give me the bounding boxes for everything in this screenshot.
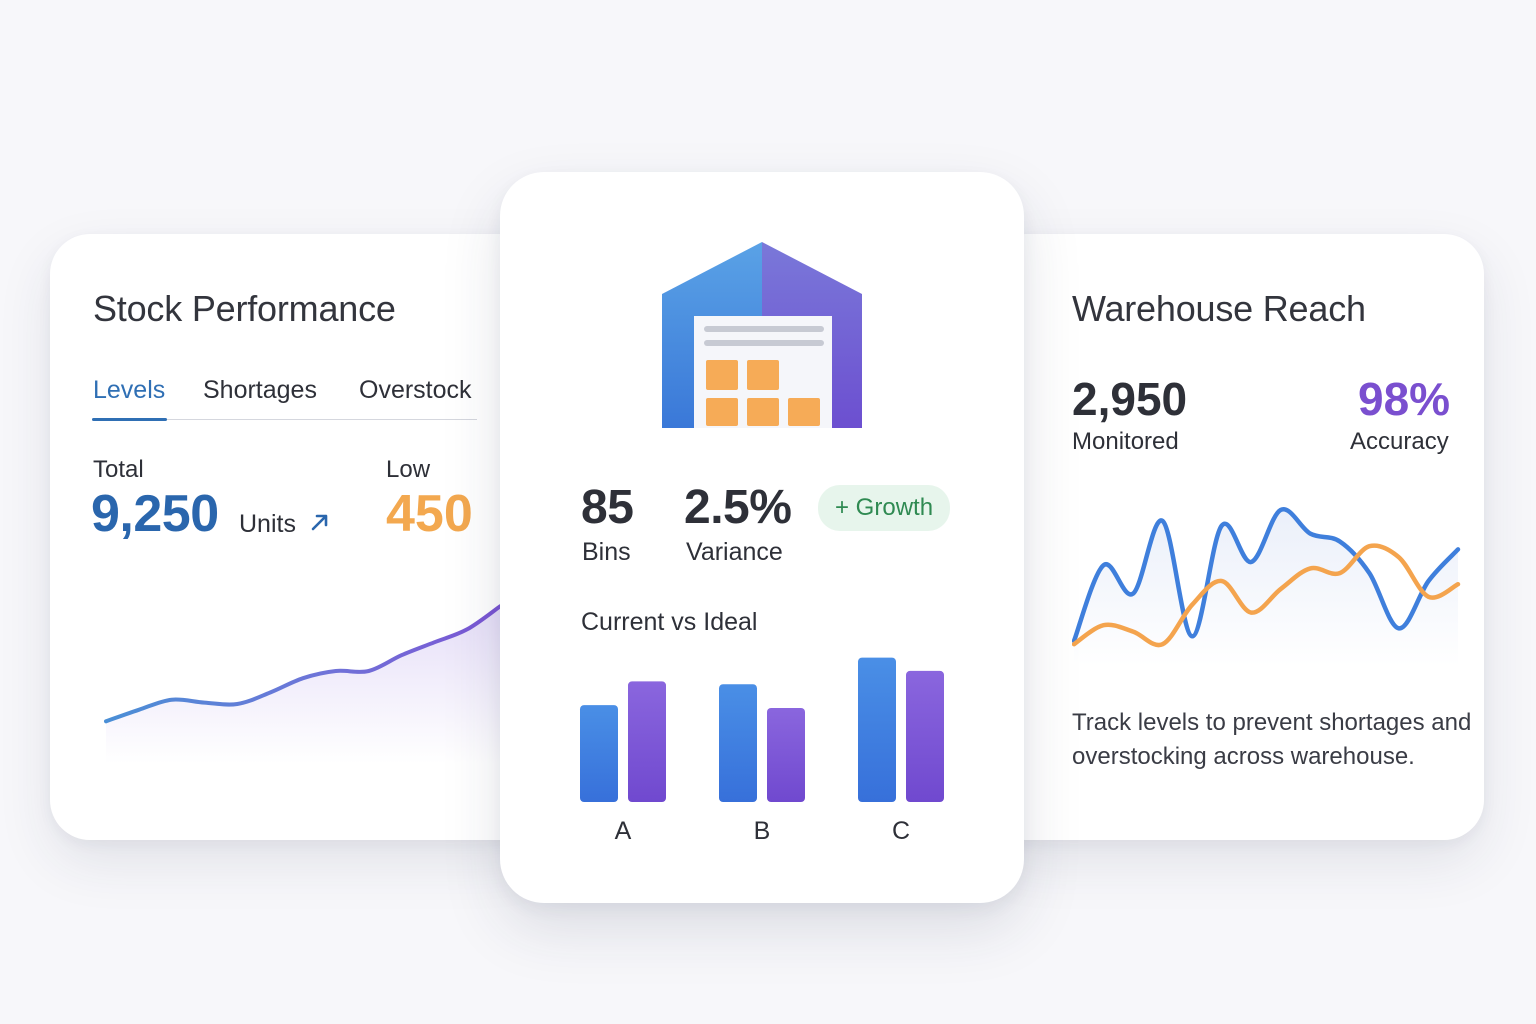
reach-line-blue [1072, 507, 1461, 644]
bar-category-label-a: A [615, 817, 632, 842]
bar-ideal-b [767, 707, 805, 802]
bar-current-c [858, 657, 896, 802]
bar-chart-title: Current vs Ideal [581, 608, 758, 636]
low-value: 450 [386, 485, 473, 543]
total-value: 9,250 [91, 485, 219, 543]
reach-description: Track levels to prevent shortages and ov… [1072, 709, 1472, 770]
variance-label: Variance [686, 538, 783, 566]
total-unit: Units [239, 510, 296, 538]
tab-levels[interactable]: Levels [93, 376, 166, 404]
tab-shortages[interactable]: Shortages [203, 376, 317, 404]
stock-card-title: Stock Performance [93, 288, 396, 329]
reach-line-orange [1072, 543, 1461, 648]
variance-value: 2.5% [684, 481, 792, 534]
low-label: Low [386, 456, 431, 483]
bar-category-label-c: C [892, 817, 910, 842]
total-label: Total [93, 456, 144, 483]
growth-badge: + Growth [818, 485, 951, 531]
warehouse-reach-card: Warehouse Reach 2,950 Monitored 98% Accu… [986, 234, 1484, 840]
current-vs-ideal-bar-chart: A B C [580, 657, 944, 842]
accuracy-label: Accuracy [1350, 428, 1449, 455]
bins-value: 85 [581, 481, 634, 534]
bar-ideal-a [628, 681, 666, 802]
reach-card-title: Warehouse Reach [1072, 288, 1366, 329]
arrow-up-right-icon [311, 514, 328, 531]
bins-label: Bins [582, 538, 631, 566]
bar-category-label-b: B [754, 817, 771, 842]
reach-line-chart [1072, 507, 1461, 666]
monitored-value: 2,950 [1072, 373, 1188, 425]
bar-current-b [719, 684, 757, 802]
warehouse-icon [662, 242, 862, 428]
warehouse-summary-card: 85 Bins 2.5% Variance + Growth Current v… [500, 172, 1024, 903]
stock-line-chart [104, 604, 500, 764]
tab-overstock[interactable]: Overstock [359, 376, 472, 404]
bar-current-a [580, 705, 618, 802]
stock-line-area [106, 606, 500, 764]
tabs-divider [93, 419, 477, 420]
monitored-label: Monitored [1072, 428, 1179, 455]
stock-performance-card: Stock Performance Levels Shortages Overs… [50, 234, 550, 840]
stock-line-series [104, 604, 500, 724]
bar-ideal-c [906, 670, 944, 802]
accuracy-value: 98% [1358, 373, 1451, 425]
active-tab-indicator [92, 418, 167, 421]
